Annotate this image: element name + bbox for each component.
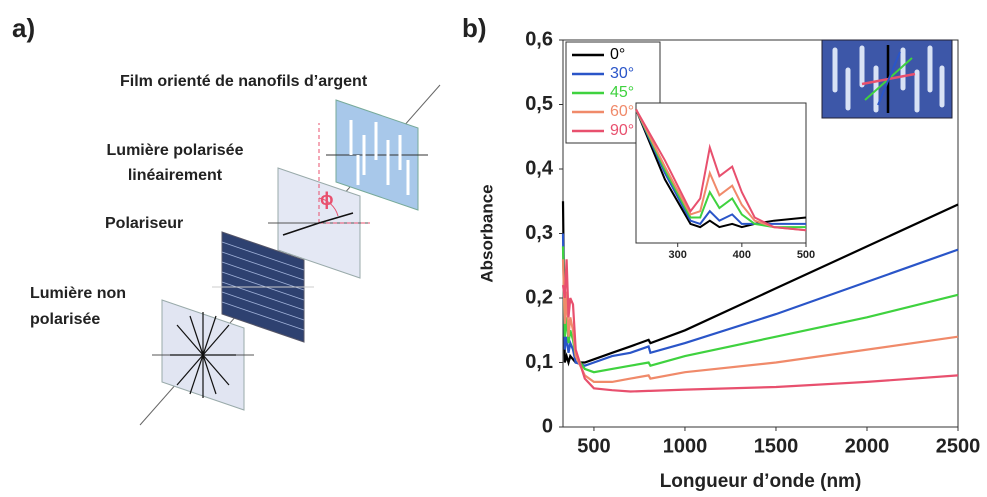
- legend-label: 90°: [610, 122, 634, 139]
- y-tick-label: 0,2: [525, 286, 553, 308]
- x-tick-label: 300: [669, 249, 687, 261]
- plane-film: [326, 99, 428, 211]
- legend-label: 0°: [610, 46, 625, 63]
- series-line: [561, 201, 959, 367]
- angle-label: ϕ: [320, 189, 334, 209]
- x-tick-label: 1000: [663, 435, 708, 457]
- panel-label: a): [12, 13, 35, 43]
- series-line: [635, 108, 806, 226]
- series-line: [561, 259, 959, 383]
- plane-unpolarized: [152, 299, 254, 411]
- x-tick-label: 2000: [845, 435, 890, 457]
- y-tick-label: 0,1: [525, 351, 553, 373]
- label-linear: linéairement: [128, 167, 223, 184]
- y-axis-label: Absorbance: [477, 184, 496, 282]
- label-film: Film orienté de nanofils d’argent: [120, 73, 368, 90]
- legend-label: 30°: [610, 65, 634, 82]
- y-tick-label: 0,5: [525, 93, 553, 115]
- label-polarizer: Polariseur: [105, 215, 183, 232]
- panel-label: b): [462, 13, 487, 43]
- charts: 500 1000 1500 2000 2500 0 0,1 0,2 0,3 0,4 0,5 0,6 Lo…: [477, 28, 980, 492]
- x-tick-label: 500: [577, 435, 610, 457]
- plane-polarizer: [212, 231, 314, 343]
- y-tick-label: 0,4: [525, 157, 554, 179]
- x-tick-label: 1500: [754, 435, 799, 457]
- series-line: [561, 233, 959, 367]
- x-tick-label: 2500: [936, 435, 981, 457]
- label-linear: Lumière polarisée: [107, 142, 244, 159]
- series-line: [635, 108, 807, 232]
- x-tick-label: 500: [797, 249, 815, 261]
- legend-label: 45°: [610, 84, 634, 101]
- series-line: [635, 108, 807, 232]
- series-line: [561, 259, 959, 393]
- x-tick-label: 400: [733, 249, 751, 261]
- x-axis-label: Longueur d’onde (nm): [660, 471, 862, 492]
- y-tick-label: 0: [542, 415, 553, 437]
- series-line: [635, 108, 806, 229]
- diagram: Film orienté de nanofils d’argent Lumièr…: [30, 73, 441, 426]
- label-unpolarized: polarisée: [30, 311, 100, 328]
- label-unpolarized: Lumière non: [30, 285, 126, 302]
- legend-label: 60°: [610, 103, 634, 120]
- nanowire-image: [821, 39, 953, 119]
- plane-linear: [268, 123, 370, 279]
- y-tick-label: 0,3: [525, 222, 553, 244]
- y-tick-label: 0,6: [525, 28, 553, 50]
